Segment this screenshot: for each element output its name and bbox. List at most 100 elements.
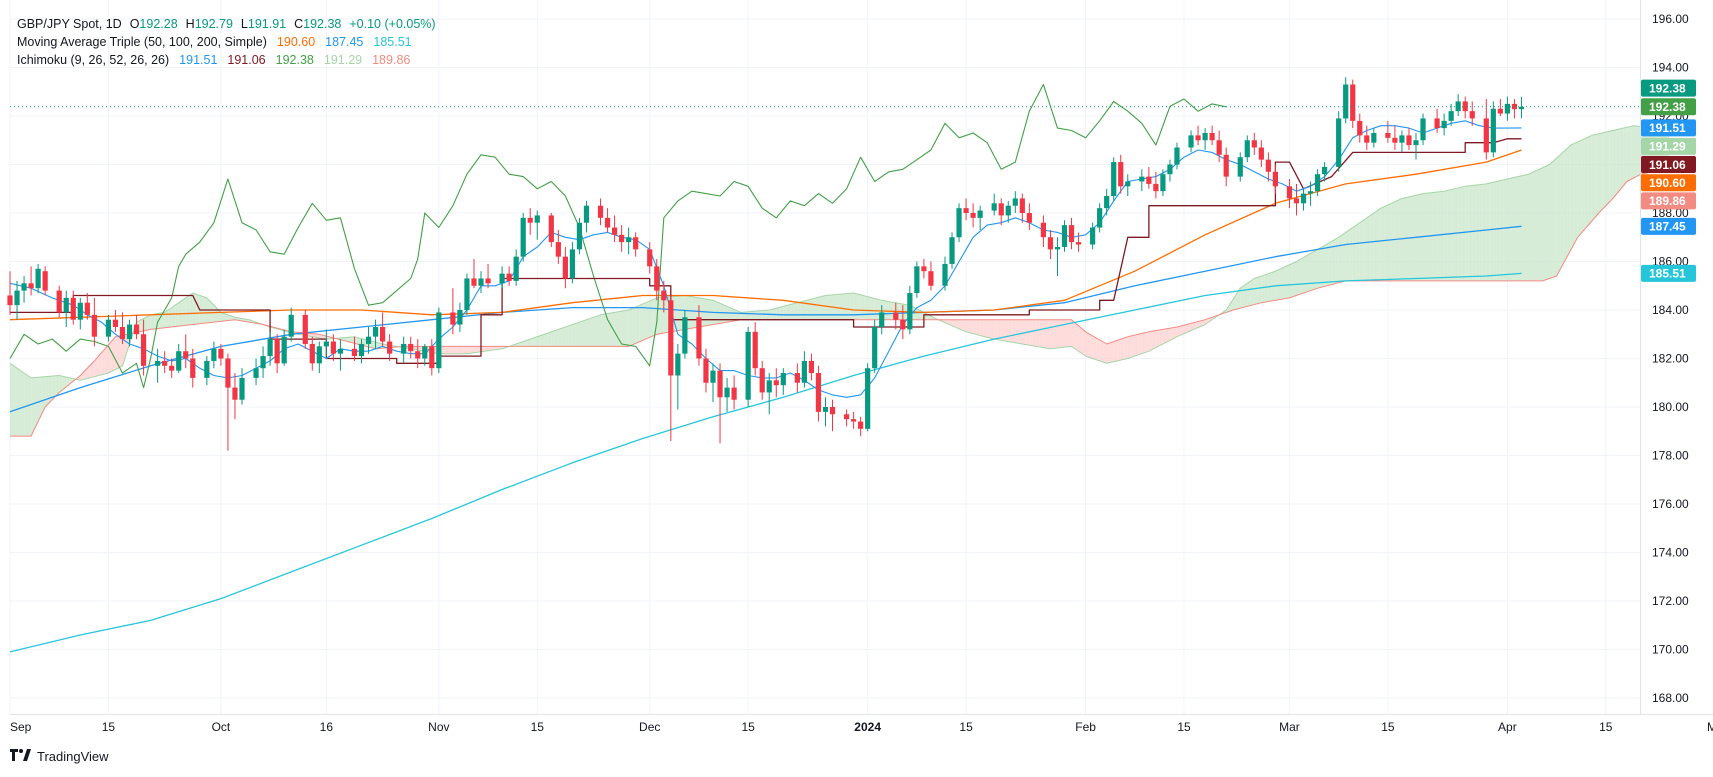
candle bbox=[140, 319, 147, 376]
candle-body bbox=[1420, 118, 1426, 141]
cloud-segment bbox=[1405, 196, 1409, 281]
cloud-segment bbox=[625, 310, 629, 347]
cloud-segment bbox=[1075, 322, 1079, 352]
ma100-line bbox=[9, 225, 1522, 413]
candle-body bbox=[604, 217, 611, 228]
candle-body bbox=[611, 227, 618, 235]
cloud-segment bbox=[1574, 141, 1578, 244]
candle bbox=[429, 339, 435, 376]
candle bbox=[1188, 130, 1194, 153]
cloud-segment bbox=[122, 334, 126, 366]
candle-body bbox=[1202, 132, 1208, 141]
cloud-segment bbox=[1479, 184, 1483, 281]
cloud-segment bbox=[540, 334, 545, 347]
candle-body bbox=[274, 339, 280, 364]
candle bbox=[309, 336, 315, 371]
ichimoku-legend[interactable]: Ichimoku (9, 26, 52, 26, 26) 191.51 191.06… bbox=[17, 51, 416, 69]
cloud-segment bbox=[1577, 140, 1582, 238]
candle bbox=[1125, 174, 1131, 197]
cloud-segment bbox=[1433, 191, 1438, 281]
candle-body bbox=[513, 256, 519, 281]
cloud-segment bbox=[1542, 166, 1547, 281]
moving-average-legend[interactable]: Moving Average Triple (50, 100, 200, Sim… bbox=[17, 33, 418, 51]
candle-body bbox=[1265, 159, 1271, 172]
candle-body bbox=[766, 380, 772, 393]
cloud-segment bbox=[1612, 129, 1617, 199]
candle-body bbox=[1364, 135, 1370, 143]
candle-body bbox=[1075, 242, 1082, 245]
cloud-segment bbox=[1510, 177, 1515, 281]
change-value: +0.10 (+0.05%) bbox=[349, 17, 436, 31]
conversion-value: 191.51 bbox=[179, 53, 218, 67]
candle-body bbox=[190, 358, 196, 378]
cloud-segment bbox=[1138, 333, 1142, 355]
cloud-segment bbox=[1046, 319, 1051, 349]
candle-body bbox=[703, 358, 709, 383]
cloud-segment bbox=[1292, 261, 1297, 297]
price-tag-label: 192.38 bbox=[1649, 100, 1686, 114]
x-tick-label: 15 bbox=[1599, 720, 1613, 734]
cloud-segment bbox=[1082, 328, 1086, 357]
candle bbox=[1251, 132, 1257, 155]
price-tag-label: 190.60 bbox=[1649, 176, 1686, 190]
candle bbox=[126, 319, 133, 347]
candle bbox=[218, 343, 224, 366]
cloud-segment bbox=[955, 319, 960, 329]
candle-body bbox=[928, 271, 934, 286]
candle bbox=[675, 343, 681, 410]
candle-body bbox=[1399, 135, 1405, 143]
cloud-segment bbox=[632, 306, 636, 345]
candle bbox=[963, 198, 969, 221]
cloud-segment bbox=[1380, 206, 1385, 281]
tradingview-brand[interactable]: TradingView bbox=[10, 748, 109, 764]
symbol-legend[interactable]: GBP/JPY Spot, 1D O192.28 H192.79 L191.91 C19… bbox=[17, 15, 442, 33]
candle bbox=[1223, 147, 1229, 187]
cloud-segment bbox=[111, 336, 116, 372]
candle bbox=[464, 273, 470, 315]
candle bbox=[808, 353, 815, 381]
cloud-segment bbox=[1103, 341, 1107, 364]
cloud-segment bbox=[196, 294, 200, 325]
cloud-segment bbox=[1401, 197, 1406, 281]
candle bbox=[1371, 128, 1377, 148]
cloud-segment bbox=[1384, 204, 1388, 281]
cloud-segment bbox=[589, 317, 594, 347]
candle bbox=[1012, 191, 1018, 213]
cloud-segment bbox=[1546, 164, 1550, 280]
candle bbox=[316, 341, 322, 374]
y-tick-label: 178.00 bbox=[1652, 449, 1689, 463]
candle-body bbox=[907, 293, 913, 330]
cloud-segment bbox=[1363, 217, 1367, 281]
candle bbox=[851, 411, 857, 429]
cloud-segment bbox=[220, 312, 225, 322]
candle bbox=[977, 205, 983, 230]
candle-body bbox=[815, 373, 822, 412]
cloud-segment bbox=[182, 297, 186, 326]
cloud-segment bbox=[635, 305, 640, 344]
candle-body bbox=[949, 237, 955, 264]
x-tick-label: 2024 bbox=[854, 720, 881, 734]
cloud-segment bbox=[962, 319, 967, 332]
cloud-segment bbox=[1001, 319, 1005, 341]
cloud-segment bbox=[1437, 191, 1441, 281]
cloud-segment bbox=[97, 352, 102, 376]
candle bbox=[70, 290, 76, 325]
cloud-segment bbox=[565, 325, 569, 347]
cloud-segment bbox=[885, 300, 889, 320]
candle bbox=[773, 368, 779, 398]
cloud-segment bbox=[90, 360, 95, 378]
candle bbox=[457, 302, 463, 332]
candle bbox=[1490, 101, 1496, 158]
cloud-segment bbox=[1285, 264, 1290, 299]
high-label: H bbox=[185, 17, 195, 31]
candle-body bbox=[450, 312, 456, 325]
cloud-segment bbox=[793, 302, 798, 320]
candle-body bbox=[464, 278, 470, 310]
candle-body bbox=[323, 341, 329, 347]
candle-body bbox=[647, 249, 653, 267]
cloud-segment bbox=[466, 346, 471, 354]
cloud-segment bbox=[1514, 176, 1518, 281]
candle bbox=[162, 351, 168, 374]
candle bbox=[112, 310, 119, 332]
